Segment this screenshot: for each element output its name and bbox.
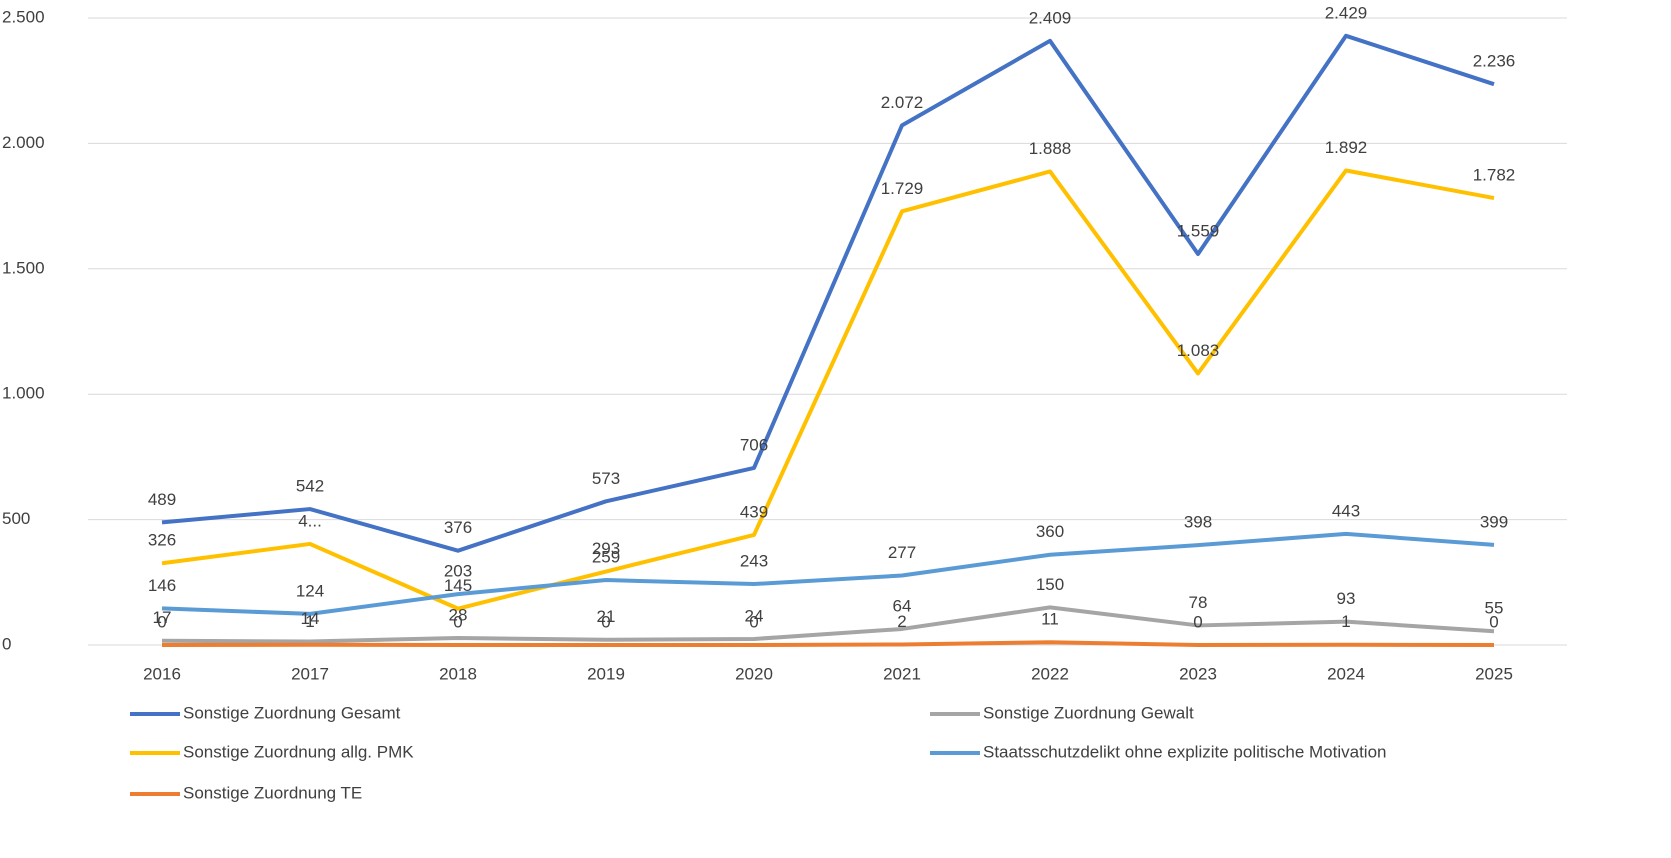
data-label: 1.729 (881, 179, 924, 198)
data-label: 360 (1036, 522, 1064, 541)
data-label: 146 (148, 576, 176, 595)
data-label: 1.559 (1177, 221, 1220, 240)
data-label: 376 (444, 518, 472, 537)
data-label: 398 (1184, 513, 1212, 532)
data-label: 2.409 (1029, 8, 1072, 27)
data-label: 203 (444, 562, 472, 581)
data-label: 21 (597, 607, 616, 626)
x-tick-label: 2021 (883, 664, 921, 683)
data-label: 28 (449, 605, 468, 624)
x-tick-label: 2023 (1179, 664, 1217, 683)
x-tick-label: 2025 (1475, 664, 1513, 683)
y-tick-label: 1.000 (2, 384, 45, 403)
data-label: 443 (1332, 501, 1360, 520)
data-label: 399 (1480, 512, 1508, 531)
data-label: 1 (305, 612, 314, 631)
legend-label: Staatsschutzdelikt ohne explizite politi… (983, 742, 1387, 761)
y-tick-label: 2.000 (2, 133, 45, 152)
data-label: 93 (1337, 589, 1356, 608)
data-label: 243 (740, 552, 768, 571)
data-label: 293 (592, 539, 620, 558)
data-label: 17 (153, 608, 172, 627)
data-label: 326 (148, 531, 176, 550)
data-label: 439 (740, 502, 768, 521)
data-label: 0 (749, 612, 758, 631)
legend-label: Sonstige Zuordnung Gesamt (183, 703, 401, 722)
data-label: 55 (1485, 599, 1504, 618)
x-tick-label: 2024 (1327, 664, 1365, 683)
data-label: 1.888 (1029, 139, 1072, 158)
series-line (161, 168, 1495, 611)
data-label: 1.892 (1325, 138, 1368, 157)
data-label: 277 (888, 543, 916, 562)
data-label: 0 (453, 612, 462, 631)
data-label: 0 (1193, 612, 1202, 631)
data-label: 0 (601, 612, 610, 631)
data-label: 11 (1041, 610, 1059, 629)
data-label: 4... (298, 511, 322, 530)
data-label: 1.083 (1177, 341, 1220, 360)
data-label: 2 (897, 612, 906, 631)
data-label: 259 (592, 548, 620, 567)
series-line (161, 33, 1495, 553)
x-tick-label: 2020 (735, 664, 773, 683)
data-label: 542 (296, 477, 324, 496)
data-label: 64 (893, 596, 912, 615)
legend-label: Sonstige Zuordnung Gewalt (983, 703, 1194, 722)
y-tick-label: 0 (2, 634, 11, 653)
data-label: 706 (740, 435, 768, 454)
x-tick-label: 2017 (291, 664, 329, 683)
data-label: 2.236 (1473, 52, 1516, 71)
x-tick-label: 2019 (587, 664, 625, 683)
y-tick-label: 1.500 (2, 258, 45, 277)
series-line (161, 640, 1495, 647)
data-label: 145 (444, 576, 472, 595)
x-tick-label: 2016 (143, 664, 181, 683)
legend-label: Sonstige Zuordnung allg. PMK (183, 742, 414, 761)
data-label: 2.072 (881, 93, 924, 112)
data-label: 150 (1036, 575, 1064, 594)
data-label: 489 (148, 490, 176, 509)
y-tick-label: 500 (2, 509, 30, 528)
data-label: 0 (157, 612, 166, 631)
series-line (161, 605, 1495, 644)
data-label: 2.429 (1325, 3, 1368, 22)
data-label: 1.782 (1473, 166, 1516, 185)
data-label: 14 (301, 609, 320, 628)
data-label: 24 (745, 606, 764, 625)
data-label: 573 (592, 469, 620, 488)
data-label: 124 (296, 581, 324, 600)
series-line (161, 531, 1495, 616)
data-label: 1 (1341, 612, 1350, 631)
data-label: 0 (1489, 612, 1498, 631)
x-tick-label: 2022 (1031, 664, 1069, 683)
x-tick-label: 2018 (439, 664, 477, 683)
legend-label: Sonstige Zuordnung TE (183, 783, 362, 802)
y-tick-label: 2.500 (2, 7, 45, 26)
data-label: 78 (1189, 593, 1208, 612)
